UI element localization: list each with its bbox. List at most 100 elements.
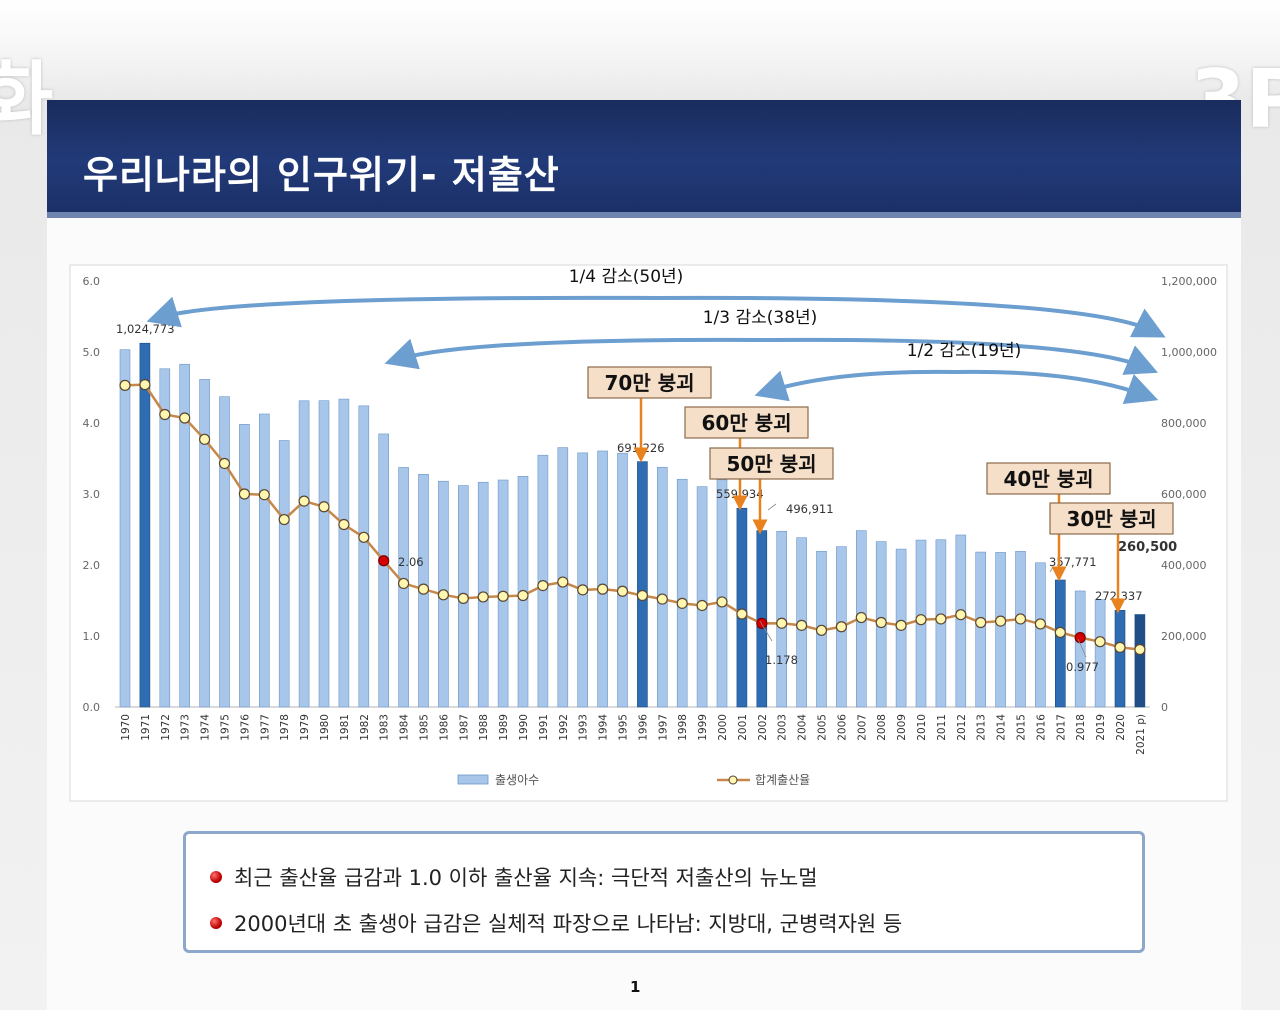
x-tick-label: 2011 <box>936 714 948 741</box>
series-marker <box>1114 641 1126 653</box>
bar <box>716 479 728 708</box>
y-left-tick-label: 0.0 <box>83 701 101 714</box>
x-tick-label: 2012 <box>956 714 968 741</box>
x-tick-label: 1977 <box>259 714 271 741</box>
series-marker <box>238 488 250 500</box>
series-marker <box>378 555 390 567</box>
callout-label: 60만 붕괴 <box>702 411 792 435</box>
bar <box>358 405 370 708</box>
bar <box>278 440 290 708</box>
series-marker <box>139 379 151 391</box>
series-marker <box>398 577 410 590</box>
span-label: 1/2 감소(19년) <box>907 341 1022 361</box>
bar <box>617 452 628 708</box>
series-marker <box>875 616 887 629</box>
x-tick-label: 2003 <box>777 714 789 741</box>
legend-label: 합계출산율 <box>755 773 810 787</box>
bar <box>239 424 250 708</box>
series-marker <box>119 379 131 391</box>
x-tick-label: 1993 <box>578 714 590 741</box>
bar <box>298 400 310 708</box>
series-marker <box>656 593 668 605</box>
x-tick-label: 1981 <box>339 714 351 741</box>
x-tick-label: 1985 <box>419 714 431 741</box>
y-left-tick-label: 2.0 <box>83 559 101 572</box>
series-marker <box>975 616 987 629</box>
callout-label: 50만 붕괴 <box>727 452 817 476</box>
y-right-tick-label: 600,000 <box>1161 488 1207 501</box>
x-tick-label: 1970 <box>120 714 132 741</box>
y-right-tick-label: 1,200,000 <box>1161 275 1217 288</box>
series-marker <box>716 596 728 608</box>
page-number: 1 <box>630 978 641 996</box>
x-tick-label: 1971 <box>140 714 152 741</box>
callout-label: 30만 붕괴 <box>1067 507 1157 531</box>
legend-label: 출생아수 <box>495 773 539 787</box>
series-marker <box>577 584 589 596</box>
bullet-icon <box>210 871 222 883</box>
bar <box>1094 599 1106 708</box>
series-marker <box>596 583 609 595</box>
x-tick-label: 2005 <box>817 714 829 741</box>
title-bar: 우리나라의 인구위기- 저출산 <box>47 100 1241 218</box>
bar <box>597 450 608 708</box>
callout-box <box>986 462 1111 495</box>
x-tick-label: 1978 <box>279 714 291 741</box>
bar <box>1035 562 1046 708</box>
x-tick-label: 1994 <box>598 714 610 741</box>
x-tick-label: 2009 <box>896 714 908 741</box>
series-marker <box>199 433 211 445</box>
x-tick-label: 1983 <box>379 714 391 741</box>
bar <box>995 552 1006 708</box>
series-marker <box>1014 613 1027 625</box>
x-tick-label: 2020 <box>1115 714 1127 741</box>
series-marker <box>636 589 649 602</box>
bar <box>378 433 390 708</box>
series-marker <box>736 608 748 620</box>
x-tick-label: 1989 <box>498 714 510 741</box>
x-tick-label: 1991 <box>538 714 550 741</box>
y-left-tick-label: 3.0 <box>83 488 101 501</box>
series-marker <box>696 599 708 612</box>
y-right-tick-label: 0 <box>1161 701 1168 714</box>
bar <box>219 396 230 708</box>
series-marker <box>776 617 788 629</box>
series-marker <box>497 590 509 602</box>
series-marker <box>298 495 310 507</box>
data-label: 357,771 <box>1049 555 1097 569</box>
bar <box>119 349 131 708</box>
series-marker <box>318 501 330 513</box>
x-tick-label: 1987 <box>458 714 470 741</box>
y-right-tick-label: 400,000 <box>1161 559 1207 572</box>
series-marker <box>676 597 688 609</box>
y-left-tick-label: 5.0 <box>83 346 101 359</box>
series-marker <box>1034 618 1047 630</box>
span-arrow-left <box>146 295 657 328</box>
x-tick-label: 1997 <box>657 714 669 741</box>
legend-swatch-marker <box>728 775 738 785</box>
series-marker <box>815 624 828 636</box>
span-label: 1/4 감소(50년) <box>569 267 684 287</box>
y-right-tick-label: 200,000 <box>1161 630 1207 643</box>
x-tick-label: 2010 <box>916 714 928 741</box>
series-marker <box>179 412 191 424</box>
bar <box>139 342 151 708</box>
series-marker <box>159 408 171 421</box>
bar <box>338 398 350 708</box>
bullet-icon <box>210 917 222 929</box>
background-title-fragment-left: 화 <box>0 53 54 146</box>
summary-bullet-text: 2000년대 초 출생아 급감은 실체적 파장으로 나타남: 지방대, 군병력자… <box>234 912 903 936</box>
x-tick-label: 2018 <box>1075 714 1087 741</box>
data-label-leader <box>767 503 777 511</box>
series-marker <box>517 589 529 602</box>
series-marker <box>1054 626 1066 639</box>
series-marker <box>437 589 449 601</box>
y-right-tick-label: 800,000 <box>1161 417 1207 430</box>
x-tick-label: 1996 <box>637 714 649 741</box>
data-label: 260,500 <box>1118 540 1177 555</box>
series-marker <box>258 489 270 501</box>
x-tick-label: 1995 <box>618 714 630 741</box>
span-arrow-left <box>384 337 772 370</box>
bar <box>736 507 748 708</box>
series-marker <box>795 619 808 631</box>
